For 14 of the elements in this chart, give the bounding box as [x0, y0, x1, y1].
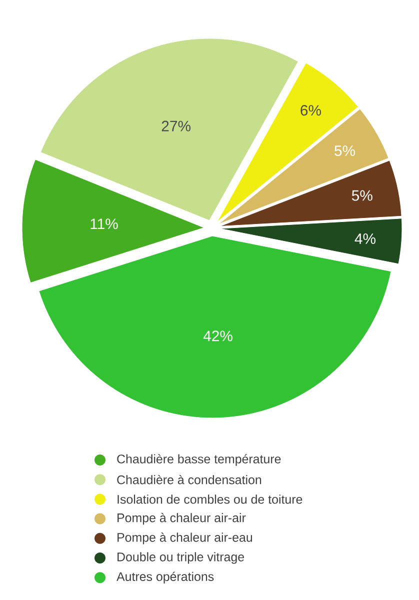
legend-label: Autres opérations	[116, 572, 214, 584]
data-label: 6%	[300, 105, 321, 116]
data-label: 5%	[352, 190, 372, 201]
data-label: 5%	[334, 145, 356, 156]
data-label: 42%	[203, 330, 232, 342]
data-label: 11%	[90, 218, 118, 230]
legend-label: Pompe à chaleur air-air	[118, 512, 246, 525]
data-label: 27%	[162, 120, 191, 132]
legend-label: Double ou triple vitrage	[118, 552, 244, 564]
legend-label: Chaudière basse température	[117, 454, 281, 466]
legend-label: Isolation de combles ou de toiture	[118, 494, 302, 504]
data-label: 4%	[354, 233, 376, 244]
legend-label: Pompe à chaleur air-eau	[118, 532, 252, 544]
legend-label: Chaudière à condensation	[117, 474, 262, 484]
